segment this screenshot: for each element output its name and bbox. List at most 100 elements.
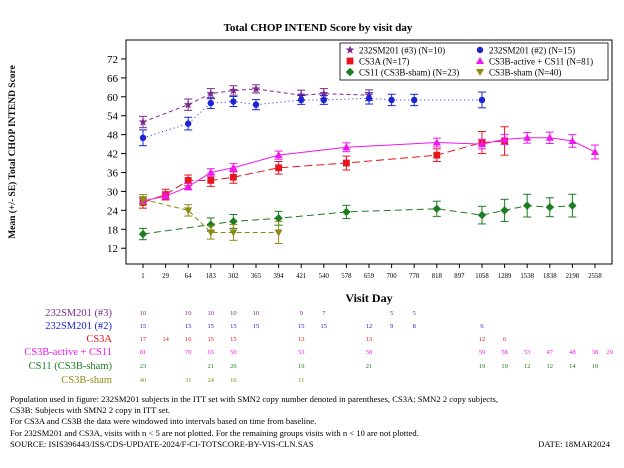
- data-point: [477, 210, 487, 220]
- y-tick-label: 72: [107, 54, 118, 66]
- n-table-value: 8: [413, 323, 416, 330]
- data-point: [274, 151, 283, 159]
- y-tick-label: 12: [107, 243, 118, 255]
- n-table-value: 5: [413, 310, 416, 317]
- x-tick-label: 897: [454, 273, 465, 280]
- x-tick-label: 818: [432, 273, 443, 280]
- n-table-value: 19: [298, 363, 305, 370]
- n-table-value: 23: [140, 363, 147, 370]
- n-table-value: 38: [592, 349, 599, 356]
- y-tick-label: 48: [107, 130, 119, 142]
- legend-marker: [476, 69, 484, 76]
- legend-marker: [345, 45, 355, 54]
- x-tick-label: 578: [341, 273, 352, 280]
- legend-box: [339, 42, 609, 81]
- data-point: [138, 229, 148, 239]
- n-table-row-label: 232SM201 (#2): [45, 321, 112, 332]
- data-point: [139, 196, 147, 204]
- n-table-row-label: CS3B-sham: [61, 375, 112, 386]
- data-point: [184, 182, 193, 190]
- n-table-value: 14: [569, 363, 576, 370]
- data-point: [206, 220, 215, 229]
- series-line: [142, 137, 596, 202]
- n-table-value: 12: [547, 363, 554, 370]
- data-point: [207, 176, 215, 184]
- n-table-row-label: CS11 (CS3B-sham): [29, 361, 113, 372]
- n-table-value: 20: [230, 363, 237, 370]
- x-tick-label: 1289: [498, 273, 512, 280]
- data-point: [229, 85, 238, 95]
- n-table-value: 59: [479, 349, 486, 356]
- data-point: [206, 89, 216, 98]
- legend-marker: [345, 67, 355, 77]
- x-tick-label: 1538: [520, 273, 534, 280]
- data-point: [207, 99, 214, 107]
- y-axis-label: Mean (+/- SE) Total CHOP INTEND Score: [7, 65, 18, 239]
- x-tick-label: 1838: [543, 273, 557, 280]
- legend-label: CS3A (N=17): [359, 57, 409, 67]
- n-table-value: 12: [479, 336, 486, 343]
- x-tick-label: 540: [319, 273, 330, 280]
- data-point: [296, 90, 306, 99]
- y-tick-label: 36: [107, 168, 119, 180]
- data-point: [343, 159, 350, 167]
- n-table-value: 29: [606, 349, 613, 356]
- data-point: [319, 89, 329, 98]
- n-table-value: 12: [524, 363, 531, 370]
- x-tick-label: 2198: [566, 273, 580, 280]
- legend-marker: [346, 57, 354, 65]
- n-table-value: 16: [230, 377, 237, 384]
- n-table-value: 19: [479, 363, 486, 370]
- data-point: [432, 204, 441, 213]
- data-point: [568, 136, 577, 144]
- x-tick-label: 421: [296, 273, 306, 280]
- n-table-value: 10: [208, 310, 215, 317]
- n-table-value: 65: [208, 349, 215, 356]
- data-point: [229, 229, 238, 237]
- n-table-value: 7: [322, 310, 326, 317]
- legend-label: CS3B-active + CS11 (N=81): [489, 57, 593, 67]
- n-table-value: 10: [253, 310, 260, 317]
- y-tick-label: 54: [107, 111, 119, 123]
- series-line: [142, 88, 370, 123]
- n-table-value: 12: [366, 323, 373, 330]
- data-point: [206, 229, 215, 237]
- x-tick-label: 1058: [475, 273, 489, 280]
- x-tick-label: 29: [162, 273, 169, 280]
- data-point: [185, 120, 192, 127]
- n-table-value: 53: [524, 349, 531, 356]
- n-table-value: 81: [140, 349, 147, 356]
- data-point: [478, 96, 486, 104]
- series-line: [142, 140, 505, 203]
- data-point: [545, 203, 554, 212]
- x-tick-label: 778: [409, 273, 420, 280]
- n-table-value: 21: [366, 363, 373, 370]
- n-table-value: 6: [503, 336, 507, 343]
- x-tick-label: 302: [228, 273, 239, 280]
- n-table-value: 15: [230, 323, 237, 330]
- footnote-date: DATE: 18MAR2024: [538, 438, 610, 449]
- data-point: [500, 206, 509, 215]
- chart-area: Total CHOP INTEND Score by visit day1218…: [7, 22, 613, 386]
- data-point: [274, 229, 283, 237]
- series-line: [142, 97, 482, 139]
- n-table-value: 21: [208, 363, 215, 370]
- data-point: [500, 135, 509, 143]
- n-table-value: 14: [162, 336, 169, 343]
- n-table-value: 6: [480, 323, 484, 330]
- legend-label: 232SM201 (#2) (N=15): [489, 46, 575, 56]
- x-tick-label: 700: [386, 273, 397, 280]
- x-tick-label: 365: [251, 273, 262, 280]
- data-point: [206, 168, 215, 176]
- data-point: [275, 164, 282, 172]
- data-point: [138, 117, 148, 126]
- n-table-value: 50: [230, 349, 237, 356]
- data-point: [591, 148, 599, 155]
- y-tick-label: 60: [107, 92, 119, 104]
- n-table-value: 15: [230, 336, 237, 343]
- n-table-value: 15: [321, 323, 328, 330]
- n-table-value: 17: [140, 336, 147, 343]
- data-point: [523, 201, 532, 210]
- n-table-value: 10: [140, 310, 147, 317]
- legend-label: CS3B-sham (N=40): [489, 68, 561, 78]
